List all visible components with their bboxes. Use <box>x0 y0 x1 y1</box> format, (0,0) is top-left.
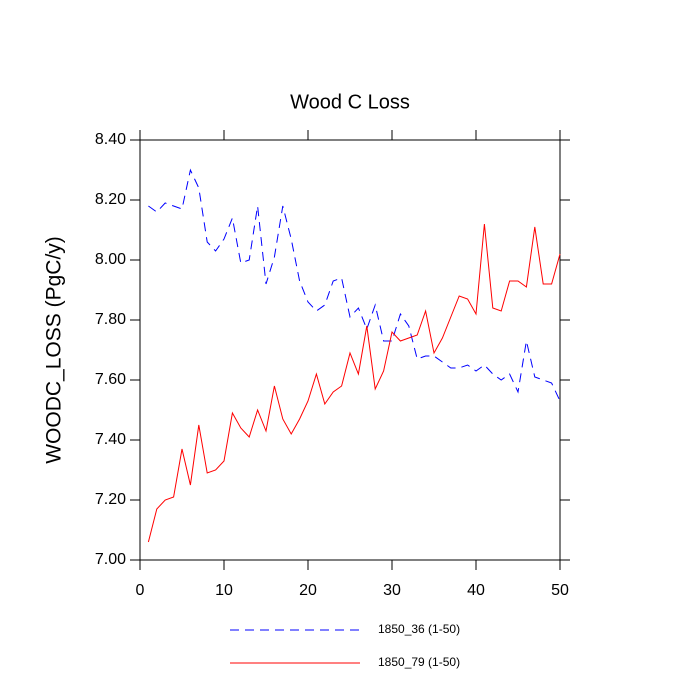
y-tick-label: 8.00 <box>95 251 126 268</box>
x-tick-label: 20 <box>299 582 317 599</box>
y-tick-label: 7.40 <box>95 431 126 448</box>
y-tick-label: 7.80 <box>95 311 126 328</box>
y-tick-label: 7.00 <box>95 551 126 568</box>
x-tick-label: 50 <box>551 582 569 599</box>
plot-frame <box>139 139 561 561</box>
legend-label: 1850_36 (1-50) <box>378 622 460 636</box>
x-tick-label: 0 <box>136 582 145 599</box>
y-tick-label: 7.60 <box>95 371 126 388</box>
data-line <box>147 223 561 543</box>
y-tick-label: 8.40 <box>95 131 126 148</box>
y-tick-label: 8.20 <box>95 191 126 208</box>
legend-label: 1850_79 (1-50) <box>378 655 460 669</box>
y-axis-label: WOODC_LOSS (PgC/y) <box>43 236 66 464</box>
y-tick-label: 7.20 <box>95 491 126 508</box>
x-tick-label: 10 <box>215 582 233 599</box>
x-tick-label: 30 <box>383 582 401 599</box>
chart-title: Wood C Loss <box>290 91 410 113</box>
data-line <box>148 168 561 402</box>
x-tick-label: 40 <box>467 582 485 599</box>
